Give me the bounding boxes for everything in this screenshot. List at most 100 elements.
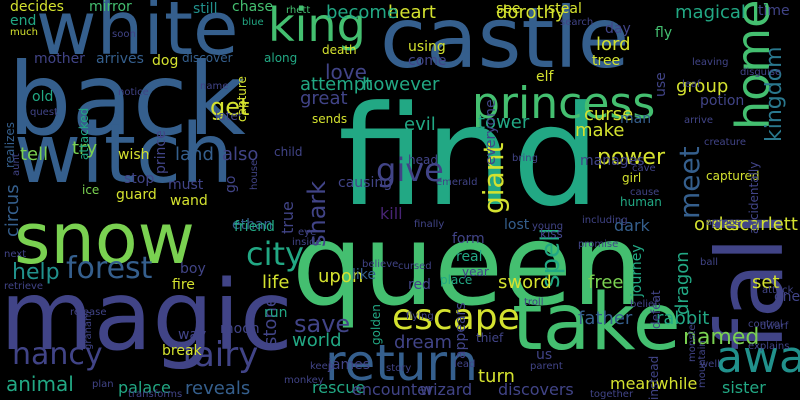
cloud-word: eye (298, 227, 317, 238)
cloud-word: year (462, 265, 489, 279)
cloud-word: james (328, 357, 371, 373)
cloud-word: queen (292, 201, 643, 331)
cloud-word: place (440, 273, 473, 287)
cloud-word: prince (153, 130, 169, 175)
cloud-word: day (605, 21, 631, 37)
cloud-word: disguise (740, 67, 782, 78)
cloud-word: steal (548, 1, 582, 17)
cloud-word: lost (504, 217, 530, 233)
cloud-word: cursed (398, 261, 432, 272)
cloud-word: everyone (483, 99, 499, 166)
cloud-word: dragon (672, 251, 693, 315)
cloud-word: go (223, 175, 239, 193)
cloud-word: save (294, 310, 351, 338)
cloud-word: promise (578, 239, 619, 250)
cloud-word: creature (704, 137, 746, 148)
cloud-word: retrieve (4, 281, 44, 292)
cloud-word: human (620, 195, 662, 209)
cloud-word: kiss (540, 227, 563, 241)
cloud-word: group (676, 76, 729, 97)
cloud-word: ball (700, 257, 719, 268)
cloud-word: appears (453, 302, 469, 359)
cloud-word: manages (580, 153, 645, 169)
cloud-word: see (496, 1, 521, 17)
cloud-word: dwarf (760, 321, 789, 332)
cloud-word: also (222, 144, 259, 165)
cloud-word: circus (2, 184, 23, 237)
cloud-word: give (376, 151, 444, 189)
cloud-word: wish (118, 147, 150, 163)
cloud-word: parent (530, 361, 563, 372)
cloud-word: sister (722, 378, 766, 397)
cloud-word: discovers (498, 380, 574, 399)
cloud-word: young (532, 221, 564, 232)
cloud-word: love (325, 60, 367, 84)
cloud-word: rhett (286, 5, 311, 16)
cloud-word: ice (82, 183, 100, 197)
cloud-word: magic (0, 260, 293, 372)
cloud-word: dark (614, 216, 650, 235)
cloud-word: search (560, 17, 594, 28)
cloud-word: together (590, 389, 634, 400)
cloud-word: curse (584, 104, 634, 125)
cloud-word: mountain (697, 340, 708, 388)
cloud-word: finally (414, 219, 445, 230)
cloud-word: causing (338, 175, 393, 191)
cloud-word: attempt (300, 74, 373, 95)
cloud-word: including (582, 215, 628, 226)
cloud-word: make (575, 120, 625, 141)
cloud-word: scarlett (730, 214, 798, 235)
cloud-word: well (700, 359, 720, 370)
cloud-word: land (175, 144, 214, 165)
cloud-word: fly (655, 25, 673, 41)
cloud-word: free (588, 272, 624, 293)
cloud-word: capture (235, 76, 249, 123)
cloud-word: captured (706, 169, 760, 183)
cloud-word: leaving (692, 57, 729, 68)
cloud-word: death (322, 43, 357, 57)
cloud-word: sends (312, 112, 348, 126)
cloud-word: rabbit (656, 308, 710, 329)
cloud-word: wizard (420, 380, 473, 399)
cloud-word: arrives (96, 51, 144, 67)
cloud-word: lead (454, 359, 476, 370)
cloud-word: life (262, 272, 290, 293)
cloud-word: rescue (312, 378, 366, 397)
cloud-word: power (597, 145, 665, 170)
cloud-word: journey (629, 244, 645, 297)
cloud-word: red (408, 277, 431, 293)
cloud-word: named (683, 325, 760, 350)
cloud-word: forest (66, 251, 153, 286)
cloud-word: set (752, 272, 780, 293)
cloud-word: one (774, 289, 800, 305)
cloud-word: chase (232, 0, 274, 15)
cloud-word: escape (392, 297, 520, 338)
cloud-word: meanwhile (610, 374, 698, 393)
cloud-word: order (694, 214, 742, 235)
cloud-word: dorothy (496, 2, 566, 23)
cloud-word: control (748, 319, 783, 330)
cloud-word: ethan (232, 217, 273, 233)
cloud-word: instead (647, 356, 661, 400)
cloud-word: along (264, 51, 298, 65)
cloud-word: turn (478, 366, 515, 387)
cloud-word: cause (630, 187, 660, 198)
cloud-word: great (300, 88, 348, 109)
cloud-word: white (36, 0, 239, 72)
cloud-word: time (758, 3, 790, 19)
cloud-word: belief (630, 299, 658, 310)
cloud-word: palace (118, 378, 171, 397)
cloud-word: dog (152, 53, 179, 69)
cloud-word: true (278, 201, 297, 235)
cloud-word: take (512, 278, 681, 368)
cloud-word: guard (116, 187, 157, 203)
cloud-word: story (386, 363, 412, 374)
cloud-word: dream (394, 332, 453, 353)
cloud-word: meet (673, 146, 706, 220)
cloud-word: release (70, 307, 107, 318)
cloud-word: try (72, 138, 98, 159)
cloud-word: emerald (436, 177, 478, 188)
cloud-word: tower (478, 112, 530, 133)
cloud-word: potion (700, 93, 745, 109)
